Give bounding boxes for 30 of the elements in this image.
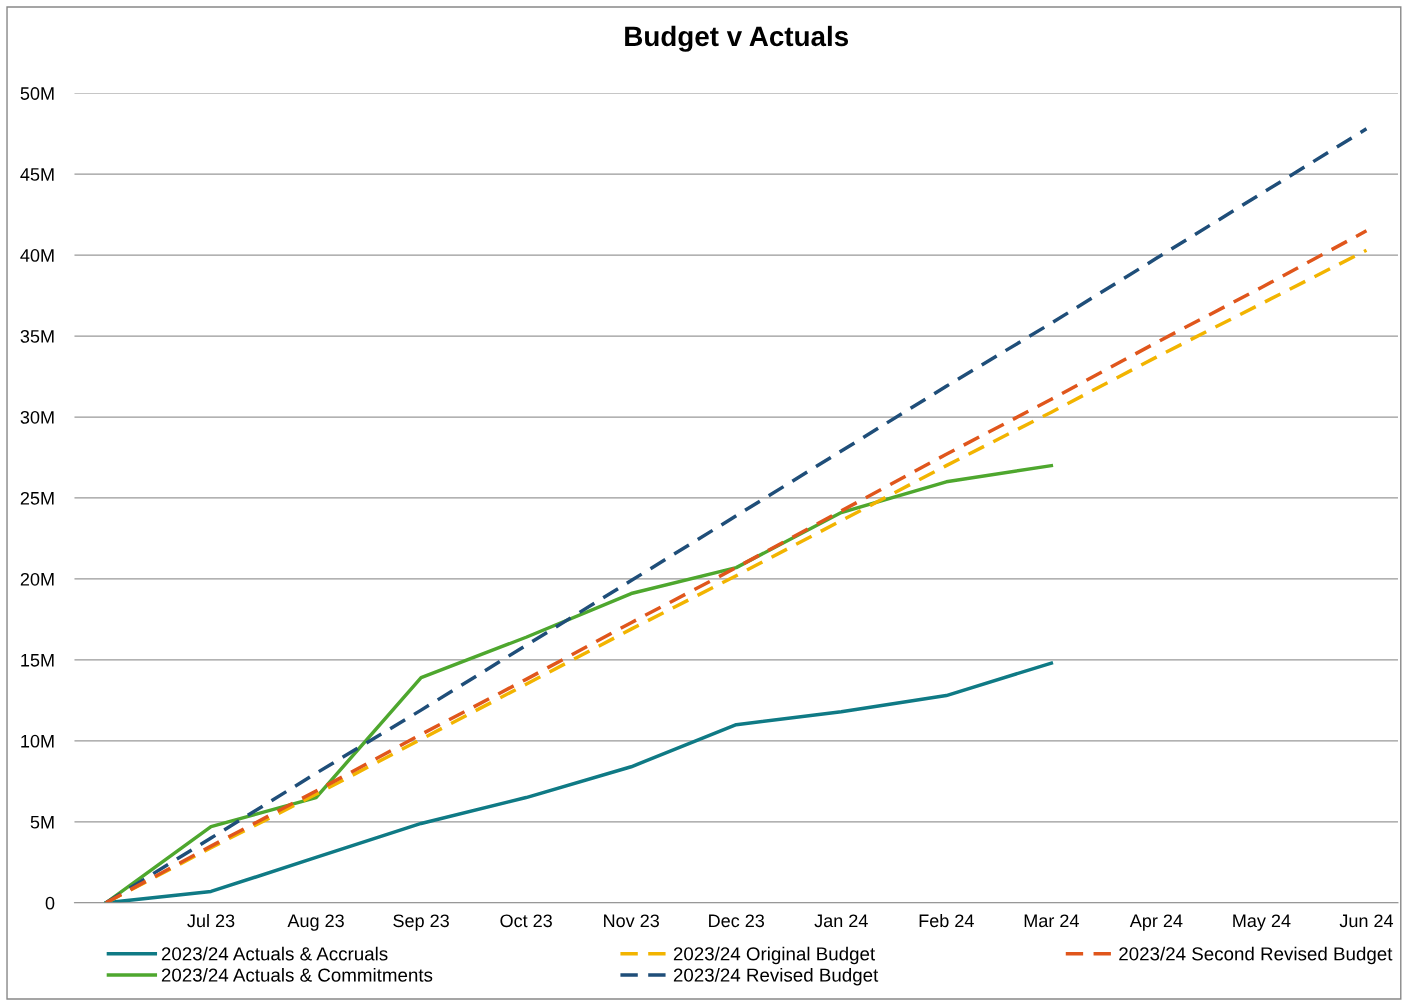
y-tick-label: 50M (20, 87, 54, 100)
x-tick-label: Sep 23 (393, 914, 449, 931)
x-tick-label: Dec 23 (709, 914, 765, 928)
y-tick-label: 45M (20, 168, 54, 181)
x-tick-label: Mar 24 (1024, 914, 1079, 928)
y-tick-label: 35M (20, 330, 54, 343)
y-tick-label: 10M (21, 734, 54, 748)
y-tick-label: 0 (45, 896, 55, 910)
legend-label: 2023/24 Actuals & Commitments (161, 967, 433, 982)
legend-label: 2023/24 Actuals & Accruals (161, 946, 388, 961)
y-tick-label: 25M (20, 491, 54, 505)
chart-title: Budget v Actuals (625, 25, 849, 52)
y-tick-label: 15M (21, 654, 54, 667)
x-tick-label: Apr 24 (1129, 914, 1183, 931)
y-tick-label: 5M (30, 815, 54, 829)
legend-label: 2023/24 Revised Budget (673, 967, 879, 986)
y-tick-label: 30M (20, 410, 54, 424)
x-tick-label: Aug 23 (287, 914, 344, 931)
x-tick-label: Jul 23 (187, 913, 235, 928)
x-tick-label: Nov 23 (604, 914, 659, 928)
line-series (104, 661, 1054, 903)
legend-label: 2023/24 Original Budget (673, 946, 876, 965)
x-tick-label: May 24 (1233, 914, 1291, 931)
x-tick-label: Jun 24 (1339, 914, 1394, 928)
x-tick-label: Oct 23 (500, 914, 552, 928)
y-tick-label: 40M (20, 249, 54, 262)
x-tick-label: Jan 24 (814, 914, 868, 928)
x-tick-label: Feb 24 (919, 913, 974, 928)
legend-label: 2023/24 Second Revised Budget (1119, 946, 1393, 965)
y-tick-label: 20M (20, 572, 54, 586)
